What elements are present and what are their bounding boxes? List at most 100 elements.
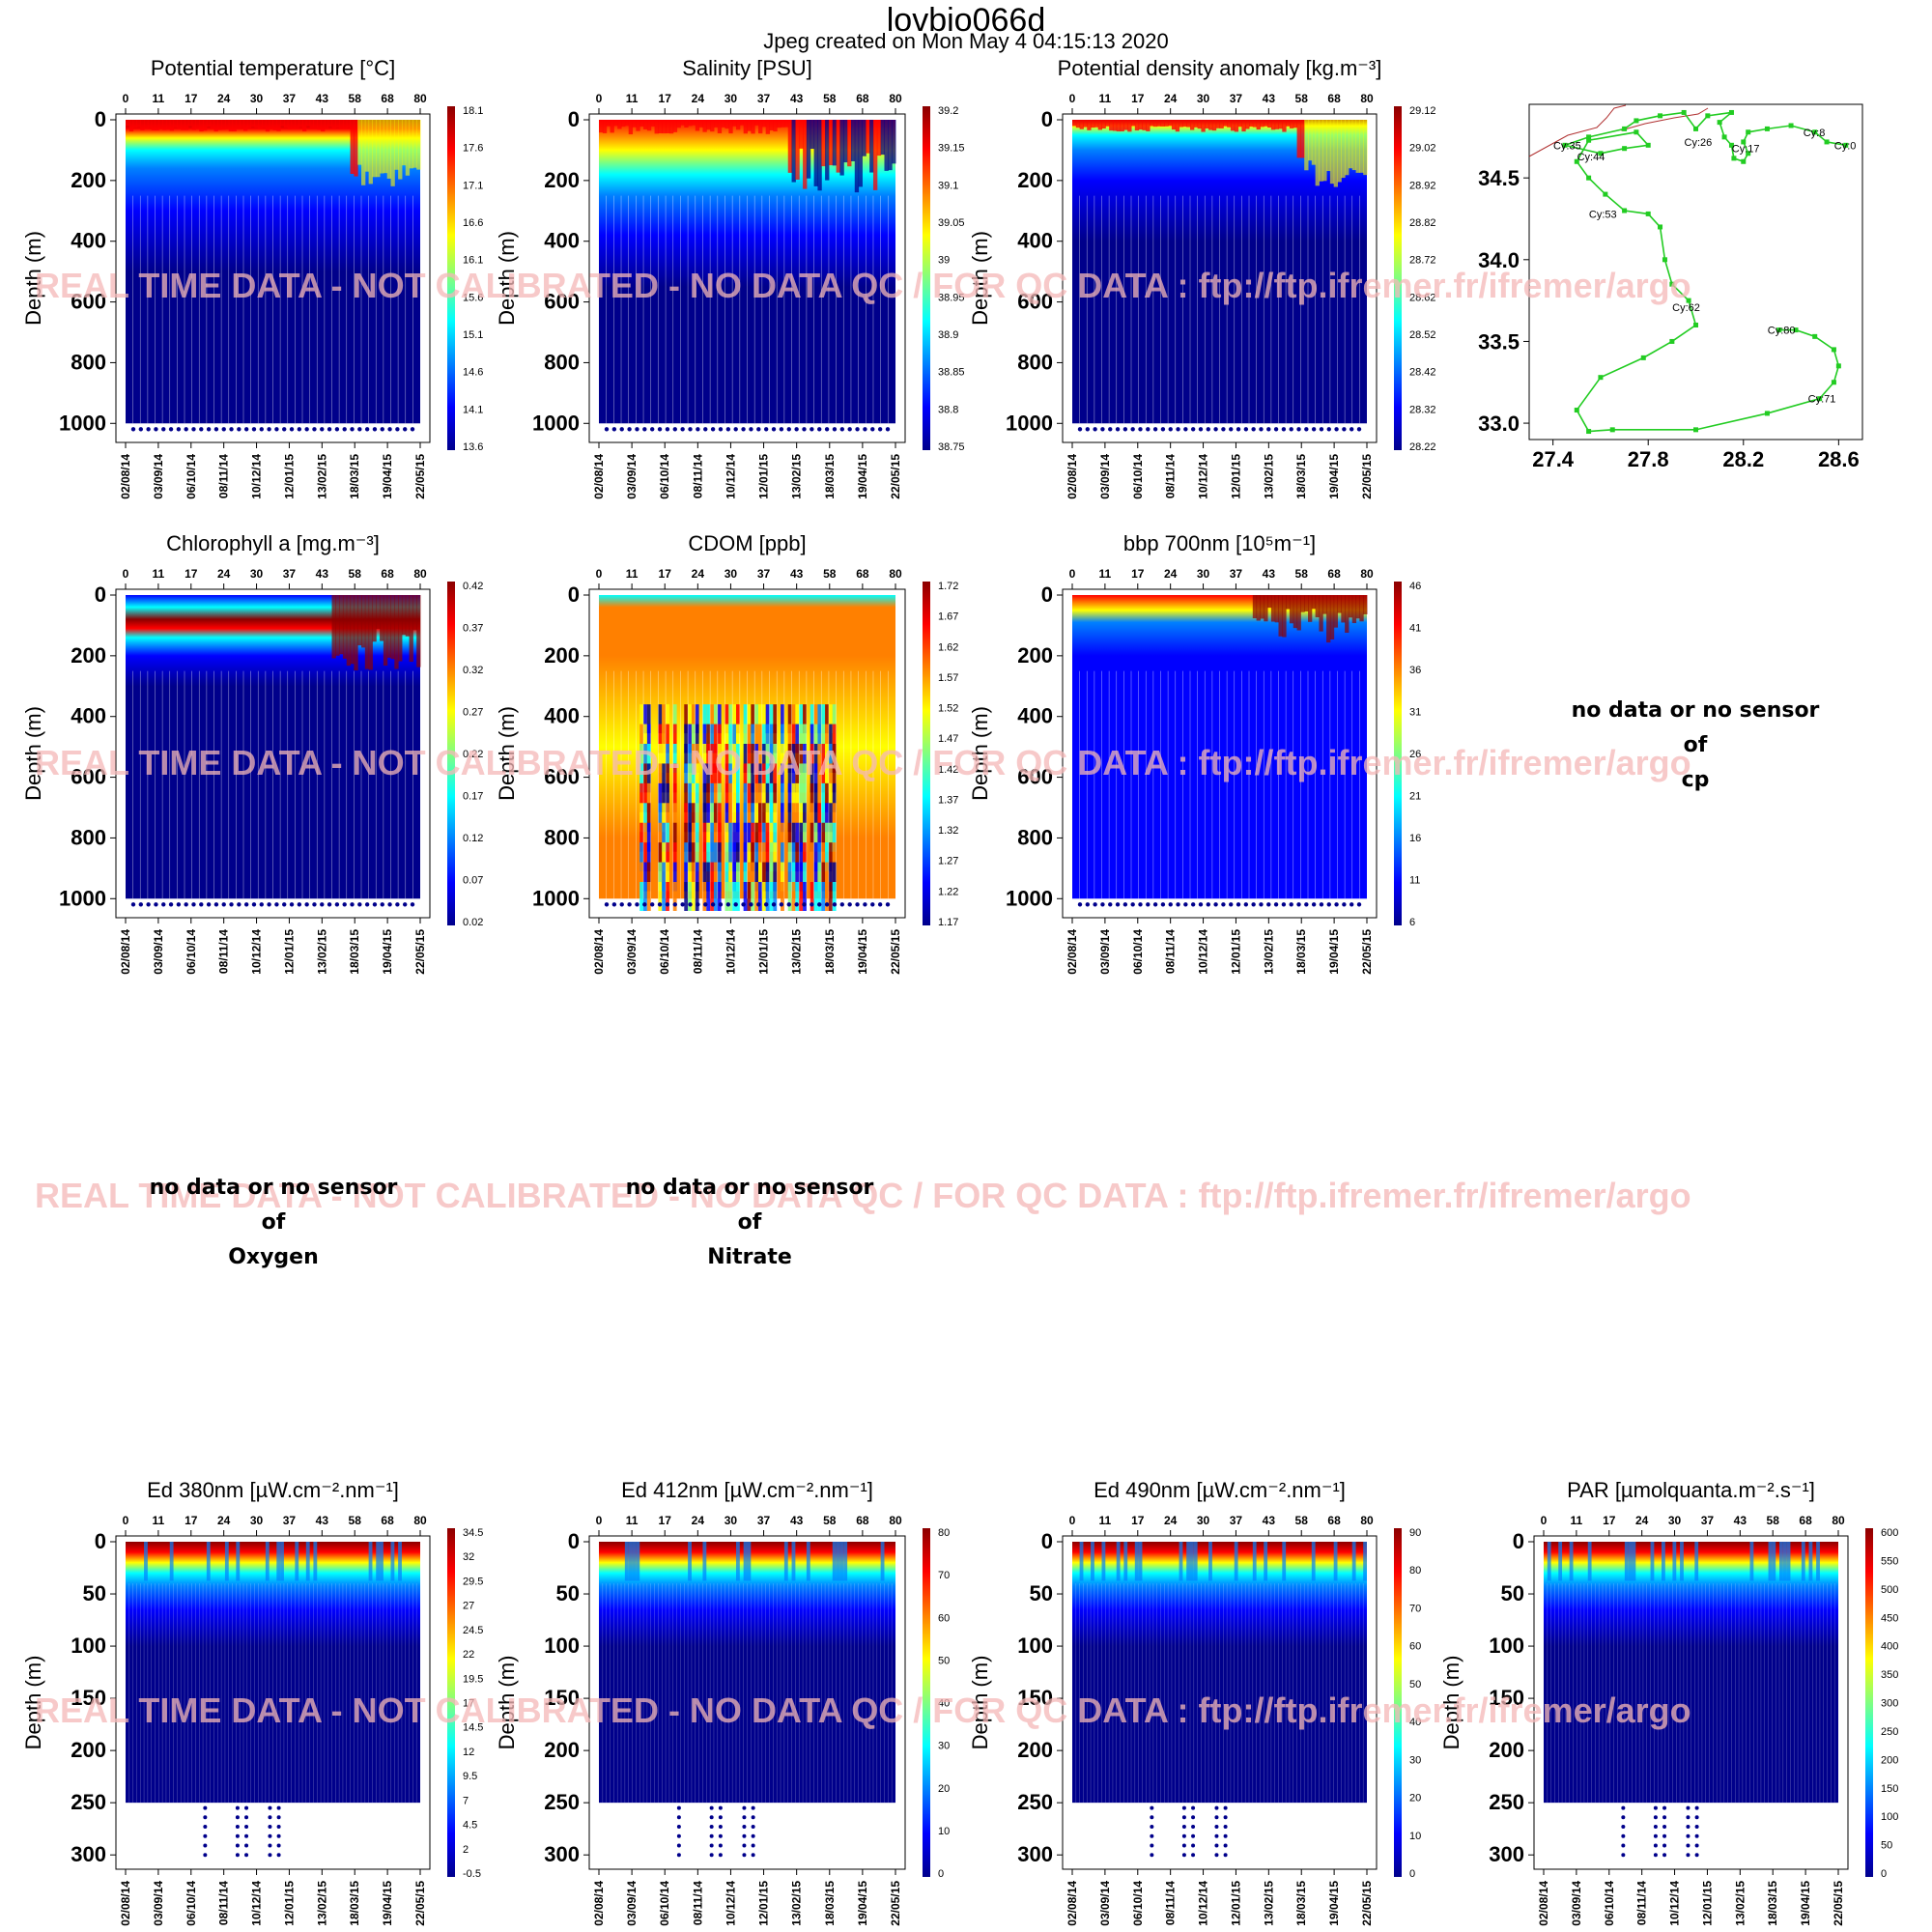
- profile-dot: [713, 882, 718, 911]
- colorbar-label: 600: [1881, 1527, 1898, 1539]
- profile-dot: [751, 862, 755, 892]
- profile-dot: [662, 842, 667, 872]
- profile-column: [331, 595, 336, 659]
- bottom-dot: [1653, 1853, 1658, 1858]
- profile-column: [1256, 120, 1261, 130]
- bottom-dot: [274, 902, 279, 907]
- y-axis-label: Depth (m): [495, 706, 519, 801]
- profile-column: [850, 120, 856, 161]
- bottom-dot: [832, 902, 838, 907]
- profile-column: [195, 120, 200, 129]
- profile-dot: [787, 842, 792, 872]
- profile-dot: [646, 704, 651, 734]
- colorbar-label: 38.95: [938, 292, 965, 303]
- profile-column: [364, 595, 370, 669]
- y-tick-label: 800: [71, 350, 106, 374]
- profile-dot: [666, 862, 669, 892]
- date-tick-label: 18/03/15: [823, 929, 837, 975]
- profile-dot: [743, 803, 748, 833]
- top-tick-label: 68: [1327, 1514, 1341, 1527]
- top-tick-label: 68: [1327, 92, 1341, 105]
- bottom-dot: [810, 902, 814, 907]
- track-point: [1598, 151, 1604, 156]
- profile-dot: [769, 724, 774, 753]
- bottom-dot: [1229, 902, 1234, 907]
- profile-column: [346, 120, 352, 128]
- profile-dot: [765, 842, 770, 872]
- y-axis-label: Depth (m): [21, 231, 45, 326]
- profile-column: [639, 120, 644, 128]
- profile-column: [1345, 595, 1350, 634]
- bottom-dot: [1223, 1853, 1228, 1858]
- profile-column: [368, 1542, 373, 1581]
- profile-dot: [724, 882, 729, 911]
- colorbar-label: 1.67: [938, 611, 958, 623]
- profile-dot: [754, 782, 759, 812]
- y-tick-label: 800: [1017, 825, 1053, 849]
- profile-column: [1138, 1542, 1143, 1581]
- top-tick-label: 0: [596, 567, 603, 581]
- bottom-dot: [1621, 1825, 1626, 1830]
- bottom-dot: [312, 427, 317, 432]
- profile-dot: [761, 744, 766, 773]
- colorbar-label: 34.5: [463, 1527, 483, 1539]
- profile-column: [390, 595, 395, 660]
- profile-column: [1801, 1542, 1805, 1581]
- bottom-dot: [688, 902, 693, 907]
- profile-column: [1072, 120, 1077, 127]
- bottom-dot: [267, 902, 271, 907]
- top-tick-label: 68: [856, 1514, 869, 1527]
- profile-column: [280, 120, 285, 127]
- bottom-dot: [213, 427, 219, 432]
- bottom-dot: [1181, 1825, 1186, 1830]
- bottom-dot: [1168, 902, 1173, 907]
- profile-column: [706, 120, 711, 130]
- bottom-dot: [1191, 1815, 1196, 1820]
- profile-dot: [754, 862, 759, 892]
- bottom-dot: [229, 427, 234, 432]
- top-tick-label: 80: [413, 567, 427, 581]
- profile-dot: [735, 763, 740, 793]
- date-tick-label: 12/01/15: [1700, 1881, 1714, 1926]
- bottom-dot: [221, 902, 226, 907]
- profile-dot: [747, 744, 752, 773]
- date-tick-label: 19/04/15: [1327, 929, 1341, 975]
- track-point: [1776, 327, 1782, 333]
- profile-column: [368, 120, 373, 185]
- bottom-dot: [342, 427, 347, 432]
- profile-column: [151, 120, 156, 131]
- y-tick-label: 400: [71, 704, 106, 728]
- profile-column: [269, 120, 273, 129]
- bottom-dot: [244, 1825, 249, 1830]
- profile-dot: [828, 744, 833, 773]
- profile-dot: [691, 842, 696, 872]
- profile-dot: [803, 803, 807, 833]
- profile-dot: [769, 842, 774, 872]
- profile-column: [165, 120, 171, 130]
- profile-dot: [713, 782, 718, 812]
- profile-dot: [795, 704, 800, 734]
- date-tick-label: 22/05/15: [889, 929, 902, 975]
- profile-dot: [684, 724, 689, 753]
- data-field: [599, 1542, 895, 1804]
- nodata-line: of: [1683, 733, 1708, 757]
- profile-dot: [672, 704, 677, 734]
- bottom-dot: [703, 902, 708, 907]
- profile-column: [1355, 120, 1360, 173]
- profile-column: [191, 120, 196, 130]
- date-tick-label: 22/05/15: [1360, 454, 1374, 499]
- profile-column: [672, 120, 678, 132]
- profile-column: [405, 120, 411, 176]
- colorbar-label: 30: [938, 1741, 950, 1752]
- date-tick-label: 12/01/15: [1229, 929, 1242, 975]
- track-point: [1746, 151, 1751, 156]
- profile-dot: [828, 803, 833, 833]
- profile-dot: [799, 704, 804, 734]
- profile-column: [361, 120, 366, 185]
- bottom-dot: [161, 902, 166, 907]
- profile-dot: [646, 882, 651, 911]
- profile-dot: [713, 704, 718, 734]
- top-tick-label: 80: [413, 92, 427, 105]
- profile-column: [666, 120, 670, 134]
- y-tick-label: 150: [544, 1686, 580, 1710]
